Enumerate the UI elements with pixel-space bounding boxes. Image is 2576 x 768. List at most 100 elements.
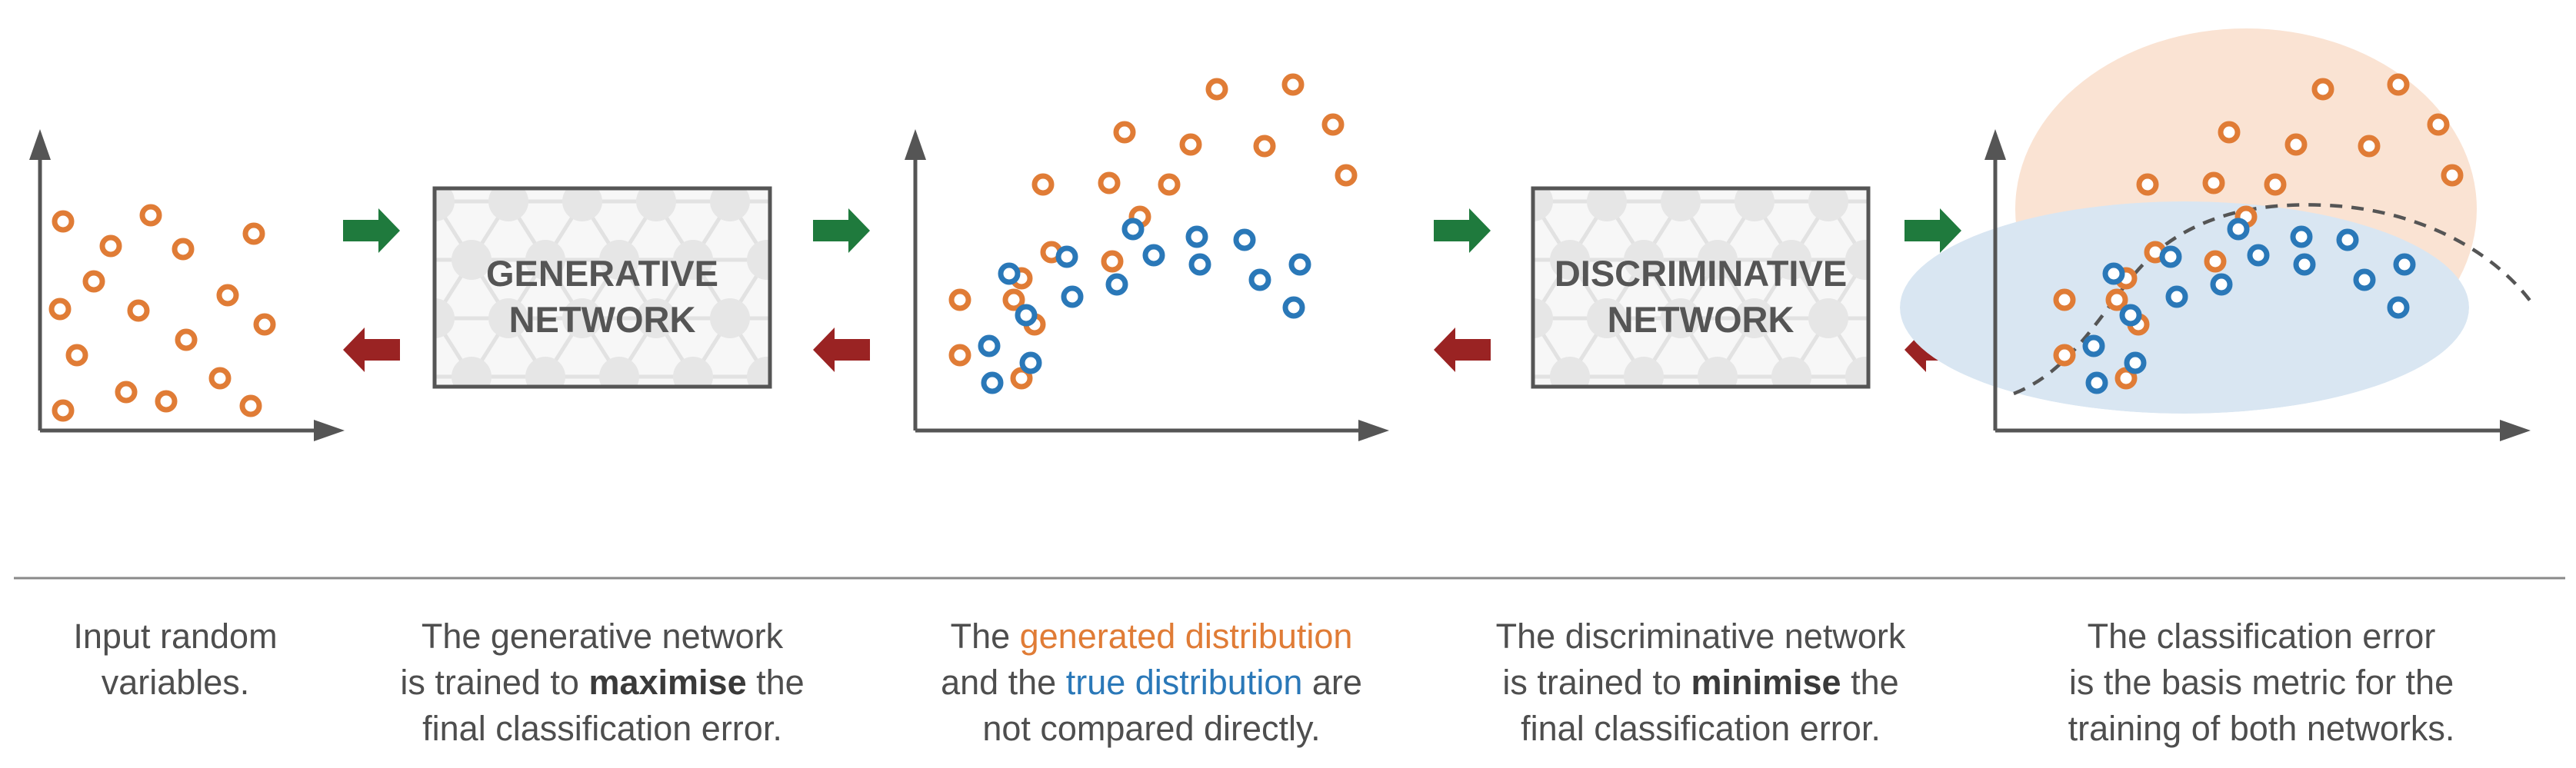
true-point	[2393, 253, 2416, 276]
generated-point	[2053, 344, 2076, 367]
network-node	[1587, 188, 1627, 221]
network-node	[378, 357, 418, 397]
generated-point	[2202, 171, 2225, 194]
network-node	[636, 415, 676, 455]
random-point	[127, 299, 150, 322]
network-link	[361, 260, 398, 318]
generated-point	[1179, 133, 1202, 156]
network-link	[1865, 143, 1902, 201]
network-link	[1863, 258, 1868, 269]
network-link	[435, 318, 437, 322]
network-link	[361, 143, 398, 201]
random-point	[155, 390, 178, 413]
true-point	[1055, 245, 1078, 268]
true-point	[2159, 245, 2182, 268]
caption-line: variables.	[101, 663, 250, 702]
network-node	[562, 188, 602, 221]
random-point	[52, 210, 75, 233]
arrow-right-icon	[813, 208, 870, 253]
network-node	[1845, 357, 1868, 387]
network-node	[784, 181, 824, 221]
network-node	[1661, 188, 1701, 221]
generated-point	[2358, 135, 2381, 158]
network-link	[1902, 377, 1939, 435]
generated-point	[2105, 288, 2128, 311]
generated-point	[1113, 121, 1136, 144]
random-point	[216, 284, 239, 307]
network-node	[341, 415, 381, 455]
true-point	[2387, 296, 2410, 319]
network-node	[435, 188, 455, 221]
network-node	[378, 123, 418, 163]
network-node	[784, 415, 824, 455]
network-link	[1902, 143, 1939, 201]
arrow-left-icon	[813, 327, 870, 372]
random-point	[175, 328, 198, 351]
plot3-axes	[1984, 129, 2531, 441]
classification-plot	[1900, 28, 2532, 441]
true-point	[1015, 304, 1038, 327]
network-node	[562, 415, 602, 455]
true-point	[1105, 273, 1128, 296]
caption-line: is the basis metric for the	[2068, 663, 2454, 702]
network-node	[452, 240, 492, 280]
caption-line: is trained to maximise the	[400, 663, 805, 702]
network-link	[1533, 201, 1535, 205]
caption-distributions: The generated distribution and the true …	[905, 613, 1398, 752]
network-node	[1476, 123, 1516, 163]
network-node	[341, 181, 381, 221]
true-point	[2102, 262, 2125, 285]
network-link	[435, 198, 437, 201]
generated-point	[2204, 250, 2227, 273]
random-point	[48, 298, 72, 321]
plot1-axes	[29, 129, 345, 441]
network-node	[1661, 298, 1701, 338]
true-point	[1233, 228, 1256, 251]
generated-point	[948, 288, 971, 311]
generative-network-label-1: GENERATIVE	[486, 253, 718, 294]
generated-distribution-label: generated distribution	[1019, 617, 1353, 656]
generated-point	[1010, 367, 1033, 390]
network-link	[804, 377, 841, 435]
generated-point	[2387, 73, 2410, 96]
generated-point	[1253, 135, 1276, 158]
network-link	[765, 258, 770, 269]
random-point	[242, 222, 265, 245]
network-node	[599, 357, 639, 387]
network-node	[1771, 240, 1811, 280]
true-region	[1900, 201, 2469, 414]
network-link	[1863, 375, 1868, 386]
caption-classification: The classification error is the basis me…	[2015, 613, 2508, 752]
network-node	[1808, 415, 1848, 455]
generated-point	[1098, 171, 1121, 194]
network-link	[1533, 198, 1535, 201]
generated-point	[2053, 288, 2076, 311]
network-node	[636, 188, 676, 221]
random-point	[52, 399, 75, 422]
arrow-right-icon	[1905, 208, 1961, 253]
network-link	[1459, 377, 1496, 435]
network-link	[435, 314, 437, 318]
network-node	[562, 298, 602, 338]
generated-point	[1205, 78, 1228, 101]
caption-generative: The generative network is trained to max…	[356, 613, 848, 752]
network-node	[1513, 415, 1553, 455]
network-link	[1533, 318, 1535, 322]
generated-point	[1281, 73, 1305, 96]
true-point	[1185, 225, 1208, 248]
generative-network-label-2: NETWORK	[509, 299, 696, 340]
network-node	[599, 240, 639, 280]
network-node	[435, 298, 455, 338]
network-node	[452, 357, 492, 387]
network-link	[767, 143, 804, 201]
network-node	[747, 357, 770, 387]
plot2-axes	[905, 129, 1389, 441]
true-point	[2165, 285, 2188, 308]
network-node	[488, 188, 528, 221]
network-node	[599, 123, 639, 163]
caption-discriminative: The discriminative network is trained to…	[1455, 613, 1947, 752]
random-point	[253, 313, 276, 336]
network-node	[1550, 240, 1590, 280]
generated-point	[948, 344, 971, 367]
network-node	[1624, 240, 1664, 280]
